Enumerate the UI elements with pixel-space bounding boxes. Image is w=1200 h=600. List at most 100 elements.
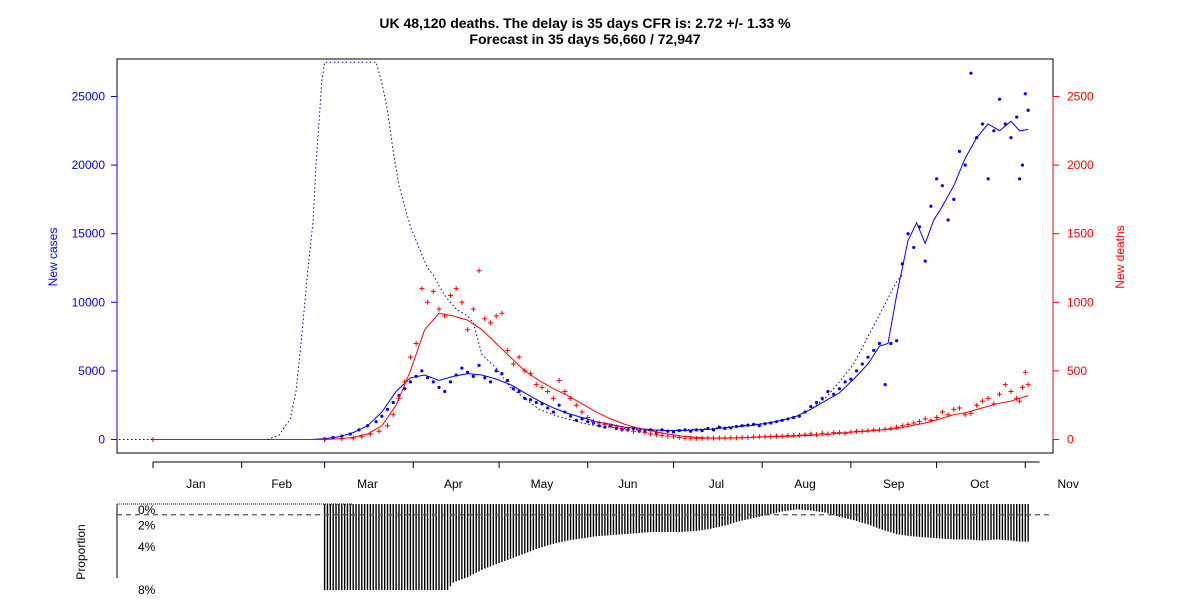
case-point xyxy=(437,385,441,389)
prop-bar xyxy=(958,504,961,540)
prop-bar xyxy=(918,504,921,537)
prop-bar xyxy=(432,504,434,590)
series-3 xyxy=(153,312,1029,440)
prop-bar xyxy=(458,504,460,581)
case-point xyxy=(889,341,893,346)
prop-bar xyxy=(486,504,489,568)
prop-bar xyxy=(421,504,423,590)
prop-bar xyxy=(824,504,826,513)
prop-bar xyxy=(378,504,380,590)
y-tick-label-left: 5000 xyxy=(78,364,105,378)
prop-bar xyxy=(953,504,955,540)
prop-bar xyxy=(621,504,623,535)
prop-bar xyxy=(587,504,589,538)
prop-bar xyxy=(704,504,706,530)
y-axis-left: 0 5000 10000 15000 20000 25000 New cases xyxy=(46,90,118,447)
death-point xyxy=(545,388,551,394)
prop-bar xyxy=(569,504,572,541)
prop-bar xyxy=(915,504,918,537)
death-point xyxy=(550,395,556,401)
death-point xyxy=(470,306,476,312)
prop-bar xyxy=(858,504,861,522)
prop-bar xyxy=(418,504,420,590)
prop-bar xyxy=(975,504,978,541)
prop-bar xyxy=(758,504,761,517)
prop-bar xyxy=(750,504,752,519)
prop-bar xyxy=(812,504,815,511)
prop-bar xyxy=(1027,504,1029,542)
prop-bar xyxy=(524,504,526,554)
prop-bar xyxy=(498,504,500,564)
x-axis: Jan Feb Mar Apr May Jun Jul Aug Sep Oct Nov xyxy=(152,461,1079,491)
prop-bar xyxy=(792,504,795,510)
x-tick-label: Nov xyxy=(1058,477,1079,491)
prop-bar xyxy=(881,504,883,530)
prop-axis-label: Proportion xyxy=(74,524,88,579)
prop-bar xyxy=(403,504,406,590)
prop-bar xyxy=(535,504,537,550)
prop-bar xyxy=(930,504,932,538)
death-point xyxy=(653,432,659,438)
case-point xyxy=(883,383,887,387)
case-point xyxy=(940,184,944,188)
prop-bar xyxy=(484,504,486,569)
prop-bar xyxy=(684,504,686,532)
death-point xyxy=(516,354,522,360)
prop-bar xyxy=(984,504,986,541)
prop-bar xyxy=(412,504,414,590)
case-point xyxy=(471,374,475,378)
death-point xyxy=(985,395,991,401)
prop-bar xyxy=(346,504,349,590)
series-2 xyxy=(150,268,1031,442)
prop-bar xyxy=(549,504,552,545)
case-point xyxy=(494,369,498,373)
prop-bar xyxy=(841,504,843,518)
death-point xyxy=(922,416,928,422)
prop-bar xyxy=(761,504,763,517)
prop-bar xyxy=(532,504,535,551)
y-axis-left-label: New cases xyxy=(46,228,60,287)
death-point xyxy=(1022,369,1028,375)
prop-bar xyxy=(512,504,515,558)
death-point xyxy=(413,340,419,346)
prop-bar xyxy=(790,504,792,511)
prop-bar xyxy=(887,504,889,532)
prop-bar xyxy=(472,504,475,575)
case-point xyxy=(385,407,390,411)
prop-bar xyxy=(715,504,718,528)
prop-bar xyxy=(323,504,326,590)
prop-bar xyxy=(996,504,998,540)
case-point xyxy=(832,392,836,396)
prop-bar xyxy=(638,504,640,534)
prop-bar xyxy=(369,504,372,590)
death-point xyxy=(773,433,779,439)
prop-bar xyxy=(895,504,898,535)
prop-bar xyxy=(827,504,829,514)
case-point xyxy=(1009,136,1013,140)
prop-bar xyxy=(855,504,858,521)
prop-bar xyxy=(818,504,821,512)
death-point xyxy=(419,286,425,292)
y-tick-label-right: 1500 xyxy=(1067,227,1094,241)
prop-bar xyxy=(770,504,772,515)
prop-bar xyxy=(993,504,995,540)
case-point xyxy=(511,387,515,391)
prop-bar xyxy=(383,504,386,590)
case-point xyxy=(597,424,601,428)
prop-bar xyxy=(935,504,938,539)
prop-bar xyxy=(1004,504,1006,541)
prop-bar xyxy=(495,504,497,565)
death-point xyxy=(505,347,511,353)
prop-bar xyxy=(546,504,549,546)
prop-bar xyxy=(964,504,966,540)
prop-bar xyxy=(466,504,469,578)
prop-bar xyxy=(372,504,374,590)
prop-bar xyxy=(358,504,360,590)
death-point xyxy=(390,412,396,418)
death-point xyxy=(1008,388,1014,394)
prop-bar xyxy=(847,504,849,519)
x-tick-label: Apr xyxy=(444,477,463,491)
prop-bar xyxy=(778,504,781,513)
prop-bar xyxy=(781,504,783,512)
prop-bar xyxy=(967,504,969,540)
